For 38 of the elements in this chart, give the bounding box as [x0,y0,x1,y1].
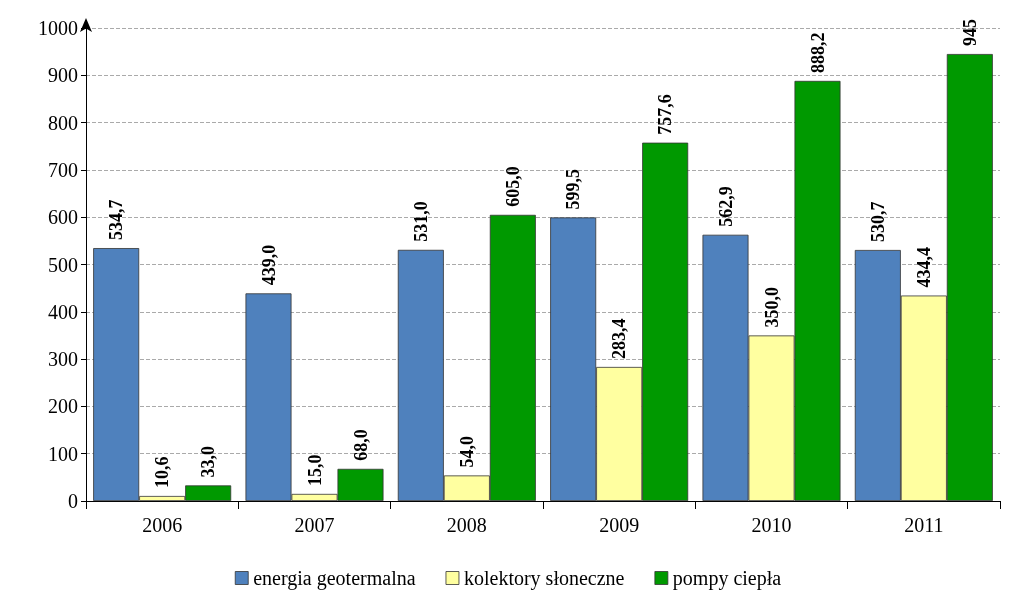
data-label: 888,2 [807,32,828,73]
x-tick-label: 2011 [904,514,944,536]
data-label: 434,4 [913,247,934,288]
y-tick-label: 1000 [38,17,78,39]
data-label: 599,5 [563,168,584,210]
data-label: 10,6 [152,456,173,488]
y-tick-label: 500 [48,253,78,276]
legend-label: energia geotermalna [253,567,416,590]
data-label: 54,0 [456,435,477,468]
legend-label: pompy ciepła [672,567,782,590]
y-tick-label: 300 [48,348,78,371]
y-tick-label: 200 [48,395,78,418]
x-tick-label: 2010 [751,514,792,536]
data-label: 439,0 [258,244,279,286]
data-label: 68,0 [350,429,371,461]
x-tick-label: 2006 [142,514,183,536]
y-tick-label: 400 [48,300,78,323]
x-tick-label: 2007 [294,514,335,536]
y-tick-label: 800 [48,111,78,134]
y-tick-label: 600 [48,206,78,229]
x-tick-label: 2008 [446,514,487,536]
legend-label: kolektory słoneczne [463,567,625,590]
y-tick-label: 700 [48,158,78,181]
data-label: 534,7 [106,199,127,241]
data-label: 531,0 [410,201,431,242]
data-label: 757,6 [655,94,676,135]
y-tick-label: 900 [48,64,78,87]
data-label: 605,0 [502,166,523,207]
data-label: 33,0 [198,445,219,478]
x-tick-label: 2009 [599,514,640,536]
data-label: 283,4 [609,318,630,359]
y-tick-label: 100 [48,442,78,465]
data-label: 562,9 [715,186,736,227]
data-label: 350,0 [761,286,782,328]
data-label: 15,0 [304,454,325,486]
data-label: 530,7 [867,201,888,242]
y-tick-label: 0 [68,490,78,512]
data-label: 945 [959,19,980,47]
